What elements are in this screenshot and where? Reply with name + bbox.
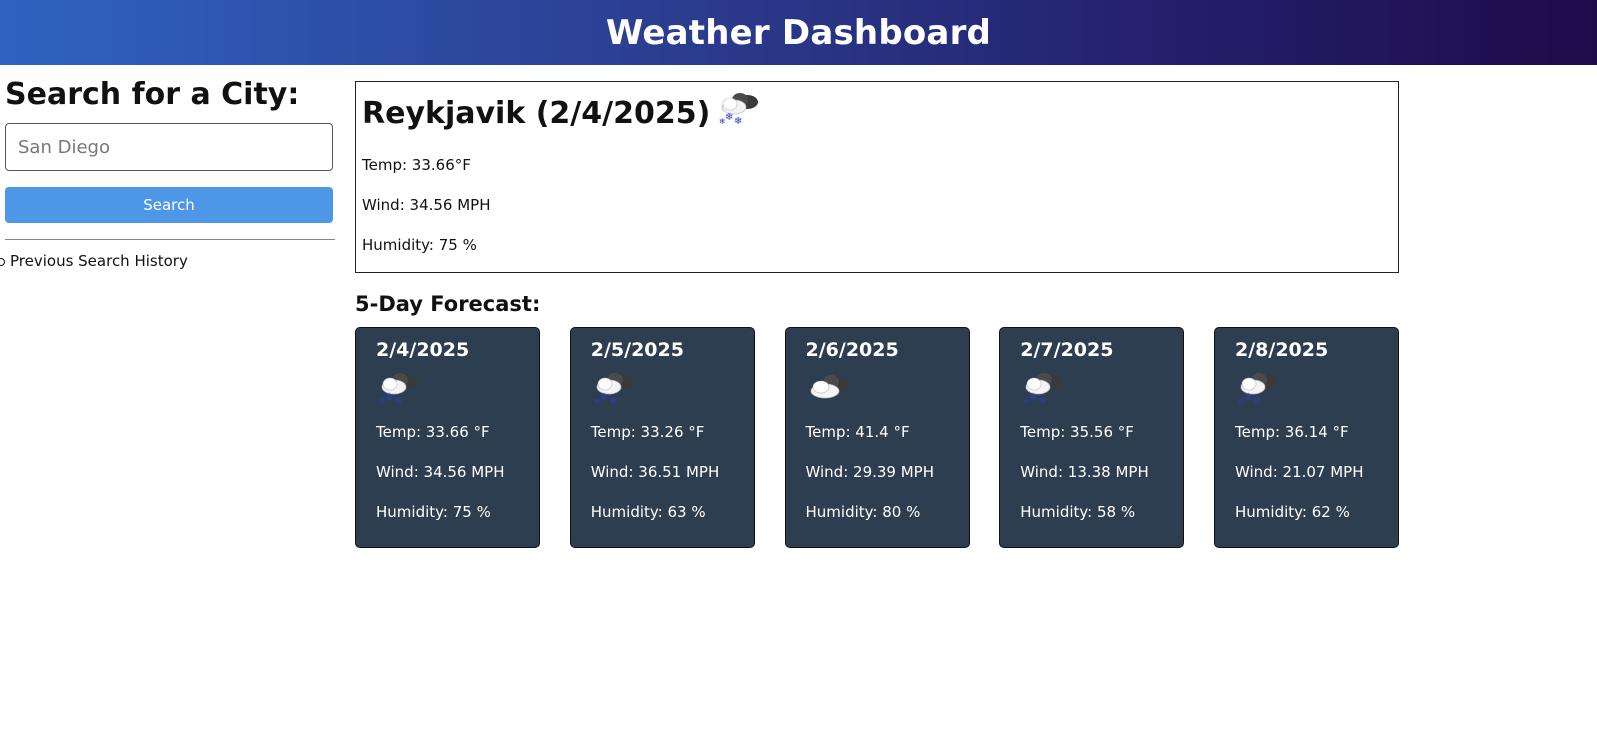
forecast-wind: Wind: 29.39 MPH bbox=[805, 463, 935, 481]
forecast-wind: Wind: 34.56 MPH bbox=[376, 463, 505, 481]
current-weather-title: Reykjavik (2/4/2025) ❄ ❄ ❄ bbox=[362, 90, 1392, 137]
snow-cloud-icon: ❄ ❄ ❄ bbox=[591, 370, 637, 410]
forecast-card: 2/7/2025 ❄ ❄ ❄ Temp: 35.56 °F Wind: 13.38 … bbox=[999, 327, 1185, 548]
forecast-wind: Wind: 36.51 MPH bbox=[590, 463, 720, 481]
search-button[interactable]: Search bbox=[5, 187, 333, 223]
search-heading: Search for a City: bbox=[5, 77, 300, 112]
cloud-icon bbox=[806, 370, 852, 410]
forecast-date: 2/6/2025 bbox=[805, 339, 899, 361]
svg-text:❄: ❄ bbox=[719, 117, 726, 126]
current-humidity: Humidity: 75 % bbox=[362, 236, 477, 254]
forecast-card: 2/6/2025 Temp: 41.4 °F Wind: 29.39 MPH H… bbox=[784, 327, 970, 548]
list-bullet-icon bbox=[0, 257, 5, 266]
snow-cloud-icon: ❄ ❄ ❄ bbox=[376, 370, 422, 410]
svg-text:❄: ❄ bbox=[394, 396, 402, 406]
forecast-wind: Wind: 21.07 MPH bbox=[1235, 463, 1364, 481]
forecast-temp: Temp: 35.56 °F bbox=[1020, 423, 1134, 441]
page-header: Weather Dashboard bbox=[0, 0, 1597, 65]
forecast-wind: Wind: 13.38 MPH bbox=[1020, 463, 1149, 481]
snow-cloud-icon: ❄ ❄ ❄ bbox=[1020, 370, 1066, 410]
forecast-date: 2/7/2025 bbox=[1020, 339, 1114, 361]
forecast-card: 2/5/2025 ❄ ❄ ❄ Temp: 33.26 °F Wind: 36.51 … bbox=[569, 327, 755, 548]
forecast-date: 2/5/2025 bbox=[590, 339, 684, 361]
forecast-temp: Temp: 36.14 °F bbox=[1235, 423, 1349, 441]
svg-text:❄: ❄ bbox=[379, 397, 386, 406]
forecast-cards: 2/4/2025 ❄ ❄ ❄ Temp: 33.66 °F Wind: 34.56 … bbox=[355, 327, 1399, 548]
forecast-heading: 5-Day Forecast: bbox=[355, 292, 541, 316]
current-temp: Temp: 33.66°F bbox=[362, 156, 471, 174]
svg-text:❄: ❄ bbox=[1238, 397, 1245, 406]
current-weather-panel: Reykjavik (2/4/2025) ❄ ❄ ❄ Temp: 33.66°F W… bbox=[355, 81, 1399, 273]
svg-text:❄: ❄ bbox=[609, 396, 617, 406]
forecast-humidity: Humidity: 58 % bbox=[1020, 503, 1136, 521]
forecast-humidity: Humidity: 62 % bbox=[1235, 503, 1350, 521]
search-history-label: Previous Search History bbox=[10, 252, 188, 270]
forecast-temp: Temp: 33.66 °F bbox=[376, 423, 490, 441]
current-city-date: Reykjavik (2/4/2025) bbox=[362, 95, 711, 131]
forecast-card: 2/8/2025 ❄ ❄ ❄ Temp: 36.14 °F Wind: 21.07 … bbox=[1214, 327, 1399, 548]
snow-cloud-icon: ❄ ❄ ❄ bbox=[1235, 370, 1281, 410]
svg-text:❄: ❄ bbox=[600, 392, 608, 403]
svg-text:❄: ❄ bbox=[1023, 397, 1030, 406]
forecast-date: 2/4/2025 bbox=[376, 339, 470, 361]
snow-cloud-icon: ❄ ❄ ❄ bbox=[716, 90, 762, 137]
forecast-date: 2/8/2025 bbox=[1235, 339, 1329, 361]
forecast-temp: Temp: 41.4 °F bbox=[805, 423, 910, 441]
forecast-temp: Temp: 33.26 °F bbox=[590, 423, 705, 441]
page-title: Weather Dashboard bbox=[605, 12, 992, 53]
svg-text:❄: ❄ bbox=[734, 116, 742, 126]
svg-text:❄: ❄ bbox=[1253, 396, 1261, 406]
forecast-humidity: Humidity: 63 % bbox=[590, 503, 706, 521]
search-history-list: Previous Search History bbox=[0, 252, 334, 270]
forecast-humidity: Humidity: 80 % bbox=[805, 503, 921, 521]
forecast-card: 2/4/2025 ❄ ❄ ❄ Temp: 33.66 °F Wind: 34.56 … bbox=[355, 327, 540, 548]
sidebar-divider bbox=[5, 239, 335, 240]
search-sidebar: Search for a City: Search Previous Searc… bbox=[0, 75, 335, 270]
svg-text:❄: ❄ bbox=[385, 392, 393, 403]
svg-text:❄: ❄ bbox=[1029, 392, 1037, 403]
svg-text:❄: ❄ bbox=[594, 397, 601, 406]
svg-text:❄: ❄ bbox=[1244, 392, 1252, 403]
svg-text:❄: ❄ bbox=[1038, 396, 1046, 406]
city-search-input[interactable] bbox=[5, 123, 333, 171]
current-wind: Wind: 34.56 MPH bbox=[362, 196, 491, 214]
forecast-humidity: Humidity: 75 % bbox=[376, 503, 491, 521]
svg-text:❄: ❄ bbox=[725, 112, 733, 123]
